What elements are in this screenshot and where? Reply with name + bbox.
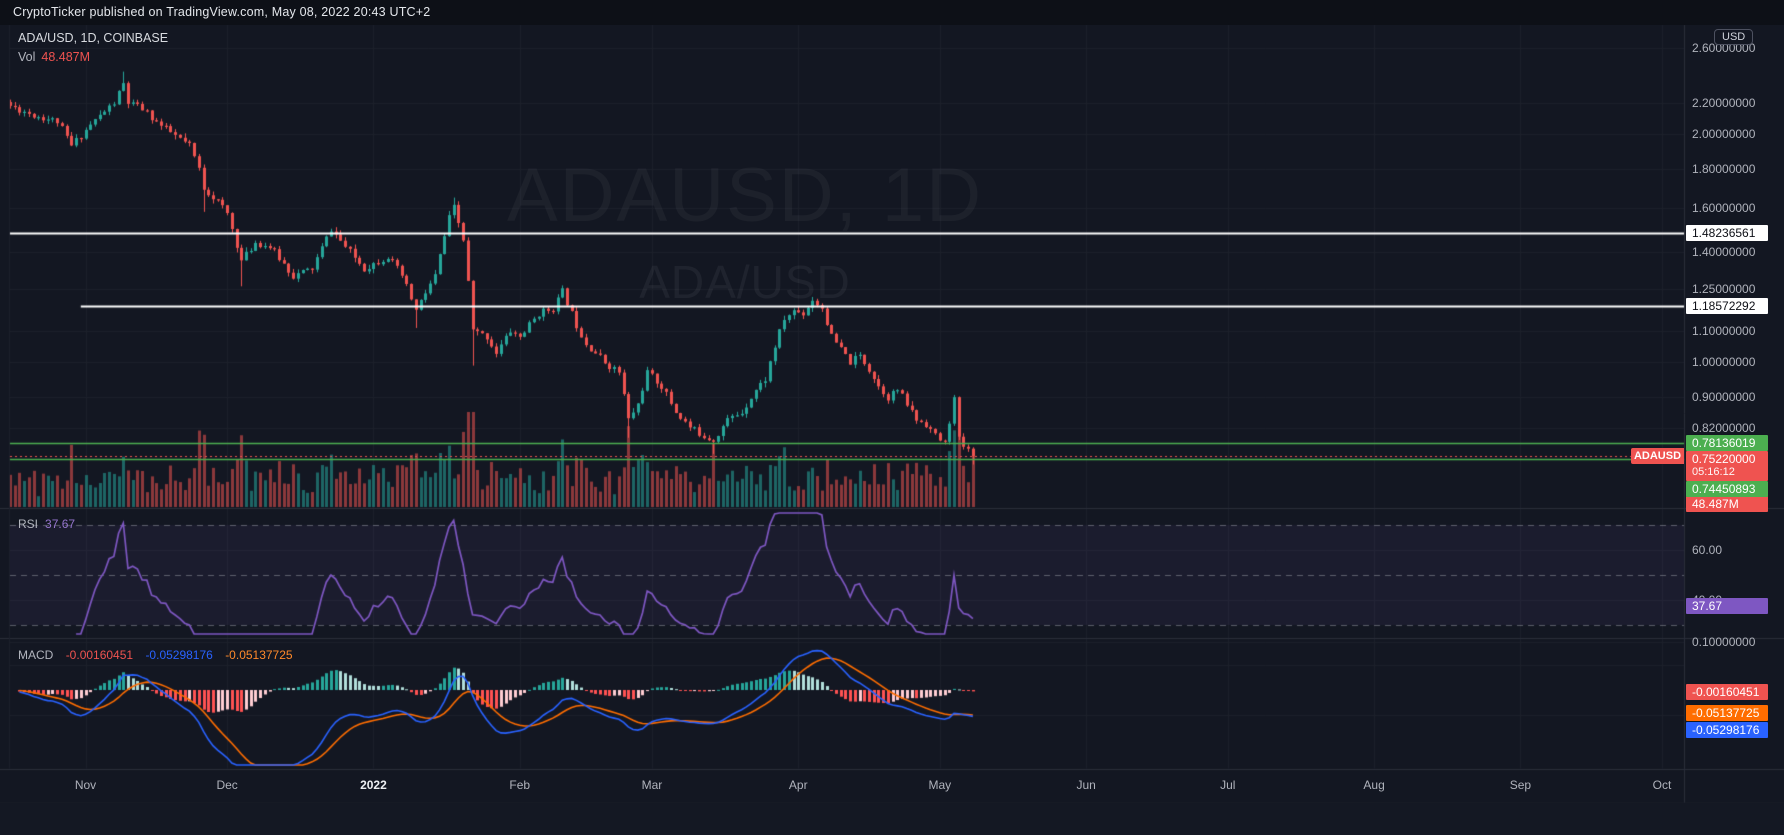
footer-bar: [0, 803, 1784, 835]
price-axis-tick: 1.40000000: [1692, 244, 1756, 259]
price-axis-tick: 1.10000000: [1692, 323, 1756, 338]
time-axis-label-sep[interactable]: Sep: [1509, 778, 1532, 792]
green-level-price-box: 0.74450893: [1686, 481, 1768, 497]
attribution-text: CryptoTicker published on TradingView.co…: [13, 5, 431, 19]
rsi-value-box: 37.67: [1686, 598, 1768, 614]
price-axis-tick: 1.00000000: [1692, 355, 1756, 370]
time-axis-label-jun[interactable]: Jun: [1076, 778, 1096, 792]
macd-hist-box: -0.00160451: [1686, 684, 1768, 700]
green-level-price-box: 0.78136019: [1686, 435, 1768, 452]
symbol-price-tag: ADAUSD: [1631, 448, 1684, 464]
watermark-symbol: ADAUSD, 1D: [375, 152, 1115, 239]
macd-signal-box: -0.05137725: [1686, 705, 1768, 721]
macd-axis-tick: 0.10000000: [1692, 635, 1756, 649]
rsi-axis-tick: 60.00: [1692, 543, 1723, 557]
time-axis-label-jul[interactable]: Jul: [1220, 778, 1236, 792]
white-level-price-box: 1.48236561: [1686, 224, 1768, 241]
volume-value: 48.487M: [41, 50, 91, 64]
last-price-box: 0.75220000 05:16:12: [1686, 451, 1768, 481]
time-axis-label-2022[interactable]: 2022: [360, 778, 387, 792]
time-axis-label-oct[interactable]: Oct: [1652, 778, 1672, 792]
macd-line-box: -0.05298176: [1686, 722, 1768, 738]
time-axis-label-may[interactable]: May: [928, 778, 952, 792]
watermark-pair: ADA/USD: [639, 256, 851, 308]
rsi-label: RSI: [18, 517, 39, 531]
time-axis-label-nov[interactable]: Nov: [74, 778, 97, 792]
symbol-legend[interactable]: ADA/USD, 1D, COINBASE: [18, 31, 169, 45]
price-axis-tick: 2.00000000: [1692, 127, 1756, 142]
time-axis-label-dec[interactable]: Dec: [216, 778, 238, 792]
price-axis-tick: 1.80000000: [1692, 161, 1756, 176]
attribution-bar: CryptoTicker published on TradingView.co…: [0, 0, 1784, 25]
price-axis-tick: 1.60000000: [1692, 200, 1756, 215]
price-axis-tick: 0.82000000: [1692, 420, 1756, 435]
macd-hist-value: -0.00160451: [65, 648, 134, 662]
time-axis-label-mar[interactable]: Mar: [641, 778, 663, 792]
currency-toggle-badge[interactable]: USD: [1714, 29, 1754, 45]
time-axis-label-apr[interactable]: Apr: [788, 778, 808, 792]
time-axis-label-aug[interactable]: Aug: [1363, 778, 1385, 792]
rsi-legend[interactable]: RSI 37.67: [18, 517, 75, 531]
macd-signal-value: -0.05137725: [225, 648, 293, 662]
price-axis-tick: 0.90000000: [1692, 389, 1756, 404]
bar-countdown: 05:16:12: [1692, 466, 1735, 478]
volume-legend[interactable]: Vol 48.487M: [18, 50, 90, 64]
macd-line-value: -0.05298176: [145, 648, 213, 662]
macd-legend[interactable]: MACD -0.00160451 -0.05298176 -0.05137725: [18, 648, 293, 662]
rsi-value: 37.67: [45, 517, 76, 531]
last-price-value: 0.75220000: [1692, 452, 1756, 466]
price-axis-tick: 2.20000000: [1692, 95, 1756, 110]
white-level-price-box: 1.18572292: [1686, 298, 1768, 315]
volume-axis-box: 48.487M: [1686, 496, 1768, 512]
macd-label: MACD: [18, 648, 54, 662]
price-axis-tick: 1.25000000: [1692, 281, 1756, 296]
time-axis-label-feb[interactable]: Feb: [509, 778, 531, 792]
volume-label: Vol: [18, 50, 36, 64]
